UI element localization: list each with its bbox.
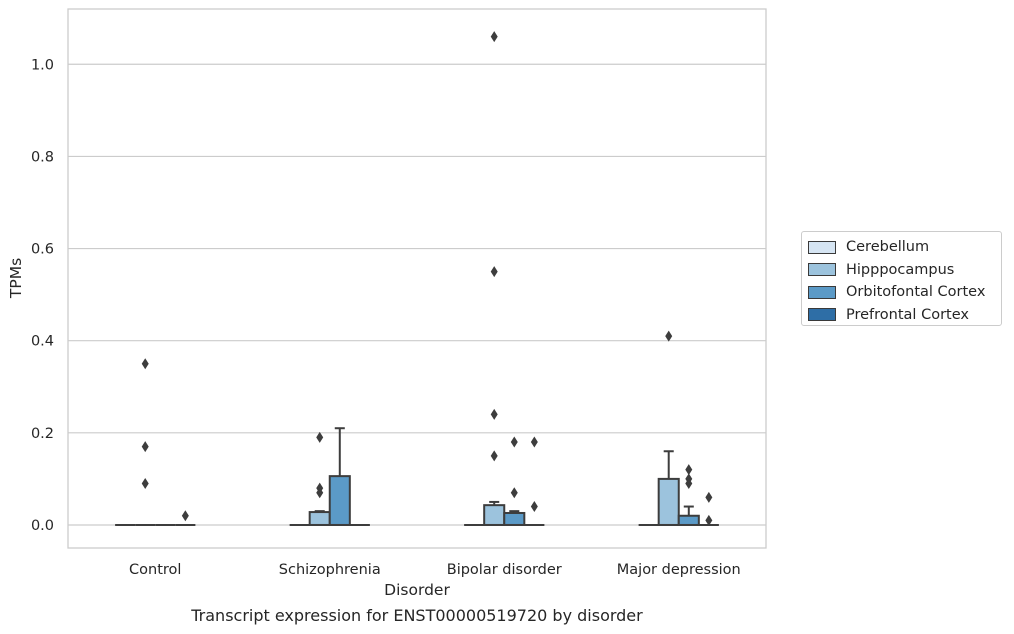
- box-group: [308, 431, 331, 526]
- outlier-point: [685, 478, 693, 490]
- outlier-point: [490, 266, 498, 278]
- legend-item: Prefrontal Cortex: [808, 304, 1001, 327]
- outlier-point: [490, 31, 498, 43]
- outlier-point: [510, 487, 518, 499]
- outlier-point: [705, 514, 713, 526]
- box-group: [175, 510, 196, 526]
- box-group: [135, 358, 156, 526]
- box: [308, 511, 331, 526]
- legend-swatch: [808, 263, 836, 277]
- box: [503, 511, 526, 526]
- box-group: [657, 330, 680, 526]
- x-tick-label: Major depression: [617, 562, 741, 578]
- y-axis-label: TPMs: [7, 258, 25, 299]
- box: [657, 477, 680, 526]
- outlier-point: [141, 358, 149, 370]
- outlier-point: [705, 491, 713, 503]
- outlier-point: [685, 464, 693, 476]
- outlier-point: [665, 330, 673, 342]
- y-tick-label: 0.4: [31, 334, 54, 350]
- plot-area-frame: [67, 8, 767, 549]
- legend-item: Hipppocampus: [808, 259, 1001, 282]
- y-tick-label: 0.2: [31, 426, 54, 442]
- box: [328, 475, 351, 526]
- box-group: [483, 31, 506, 526]
- legend-swatch: [808, 285, 836, 299]
- outlier-point: [181, 510, 189, 522]
- box-group: [698, 491, 719, 526]
- y-tick-label: 0.0: [31, 518, 54, 534]
- outlier-point: [530, 436, 538, 448]
- figure-caption: Transcript expression for ENST0000051972…: [191, 606, 643, 625]
- legend-item: Orbitofontal Cortex: [808, 281, 1001, 304]
- gridlines: [68, 63, 766, 526]
- legend-label: Prefrontal Cortex: [846, 306, 969, 323]
- outlier-point: [316, 431, 324, 443]
- box: [483, 504, 506, 526]
- box-group: [524, 436, 545, 526]
- outlier-point: [141, 478, 149, 490]
- outlier-point: [510, 436, 518, 448]
- y-axis-ticks: 0.0 0.2 0.4 0.6 0.8 1.0: [31, 57, 54, 534]
- outlier-point: [490, 408, 498, 420]
- x-axis-ticks: Control Schizophrenia Bipolar disorder Majo…: [129, 562, 741, 578]
- y-tick-label: 0.6: [31, 242, 54, 258]
- x-axis-label: Disorder: [384, 581, 450, 599]
- x-tick-label: Bipolar disorder: [447, 562, 562, 578]
- outlier-point: [490, 450, 498, 462]
- legend-label: Cerebellum: [846, 239, 930, 256]
- y-tick-label: 0.8: [31, 149, 54, 165]
- y-tick-label: 1.0: [31, 57, 54, 73]
- legend: Cerebellum Hipppocampus Orbitofontal Corte…: [801, 231, 1002, 326]
- outlier-point: [316, 487, 324, 499]
- x-tick-label: Control: [129, 562, 181, 578]
- legend-label: Hipppocampus: [846, 261, 955, 278]
- outlier-point: [141, 441, 149, 453]
- box: [677, 514, 700, 526]
- box-group: [503, 436, 526, 526]
- x-tick-label: Schizophrenia: [279, 562, 381, 578]
- legend-swatch: [808, 240, 836, 254]
- legend-label: Orbitofontal Cortex: [846, 284, 986, 301]
- box-group: [677, 464, 700, 526]
- box-group: [328, 427, 351, 526]
- legend-swatch: [808, 308, 836, 322]
- box-series: [115, 31, 719, 526]
- outlier-point: [530, 501, 538, 513]
- legend-item: Cerebellum: [808, 236, 1001, 259]
